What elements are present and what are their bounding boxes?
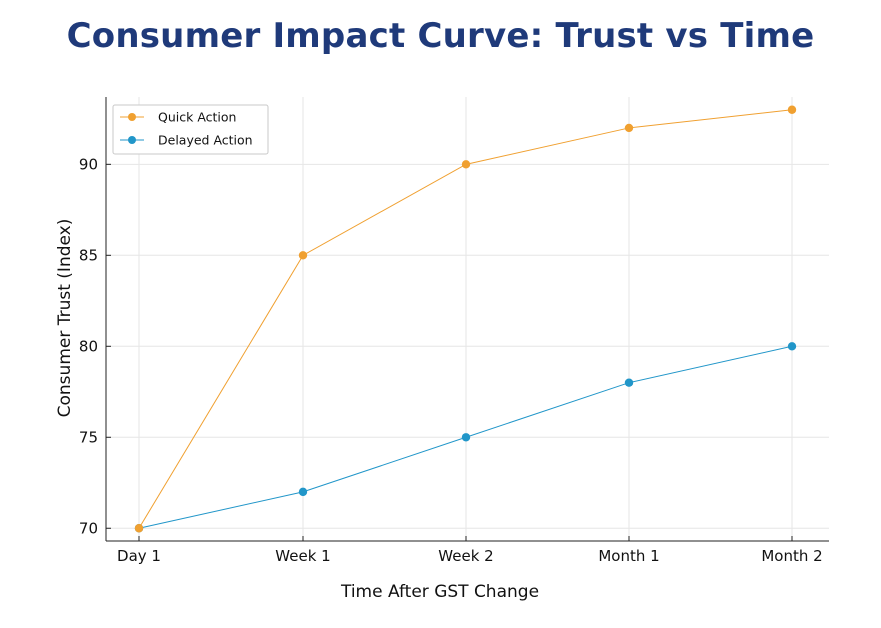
legend-box (112, 104, 269, 155)
y-tick-label-90: 90 (79, 155, 98, 173)
legend-item-delayed-action: Delayed Action (120, 133, 253, 148)
point-quick-action-month-1 (624, 123, 634, 133)
series-layer (134, 105, 797, 533)
axis-layer (105, 97, 829, 542)
point-quick-action-month-2 (787, 105, 797, 114)
legend-label-delayed-action: Delayed Action (158, 133, 253, 148)
legend-marker-delayed-action (128, 136, 136, 144)
y-axis-title: Consumer Trust (Index) (55, 219, 75, 418)
legend-marker-quick-action (128, 113, 136, 121)
y-tick-label-75: 75 (79, 428, 98, 446)
y-tick-label-85: 85 (79, 246, 98, 264)
point-quick-action-day-1 (134, 524, 144, 533)
point-quick-action-week-1 (298, 251, 308, 260)
x-tick-label-week-1: Week 1 (275, 547, 330, 565)
point-delayed-action-week-1 (298, 487, 308, 497)
x-tick-label-month-2: Month 2 (761, 547, 822, 565)
legend-label-quick-action: Quick Action (158, 110, 236, 125)
x-axis-title: Time After GST Change (340, 582, 539, 602)
x-tick-label-week-2: Week 2 (438, 547, 493, 565)
legend-item-quick-action: Quick Action (120, 110, 236, 125)
series-quick-action (134, 105, 797, 533)
point-quick-action-week-2 (461, 160, 471, 169)
y-tick-label-70: 70 (79, 519, 98, 537)
point-delayed-action-month-2 (787, 342, 797, 351)
point-delayed-action-month-1 (624, 378, 634, 387)
legend: Quick Action Delayed Action (112, 104, 269, 155)
tick-layer: 70 75 80 85 90 Day 1 Week 1 Week 2 Month 1 Month … (79, 155, 823, 565)
y-tick-label-80: 80 (79, 337, 98, 355)
x-tick-label-day-1: Day 1 (117, 547, 161, 565)
point-delayed-action-week-2 (461, 433, 471, 442)
chart-title: Consumer Impact Curve: Trust vs Time (66, 16, 815, 56)
x-tick-label-month-1: Month 1 (598, 547, 659, 565)
